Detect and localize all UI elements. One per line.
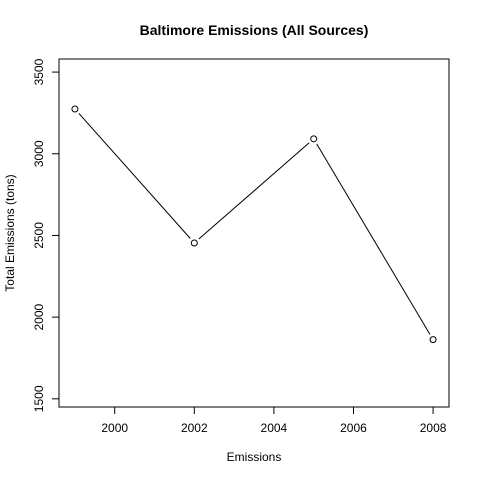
series-line-segment bbox=[78, 113, 191, 239]
y-axis-label: Total Emissions (tons) bbox=[3, 174, 17, 291]
chart-title: Baltimore Emissions (All Sources) bbox=[140, 22, 369, 38]
plot-frame bbox=[58, 58, 450, 408]
y-tick-label: 3500 bbox=[32, 58, 46, 85]
y-tick-label: 2000 bbox=[32, 303, 46, 330]
data-point bbox=[310, 135, 318, 143]
x-tick-label: 2000 bbox=[101, 421, 128, 435]
data-point bbox=[190, 239, 198, 247]
y-tick-label: 1500 bbox=[32, 385, 46, 412]
data-point bbox=[71, 105, 79, 113]
x-axis-label: Emissions bbox=[227, 450, 282, 464]
x-tick-label: 2008 bbox=[420, 421, 447, 435]
y-tick-label: 3000 bbox=[32, 140, 46, 167]
y-tick-label: 2500 bbox=[32, 222, 46, 249]
series-line-segment bbox=[198, 142, 310, 240]
x-tick-label: 2002 bbox=[181, 421, 208, 435]
x-tick-label: 2006 bbox=[340, 421, 367, 435]
x-axis: 2000 2002 2004 2006 2008 bbox=[101, 407, 447, 435]
data-point bbox=[429, 336, 437, 344]
x-tick-label: 2004 bbox=[261, 421, 288, 435]
series-group bbox=[71, 105, 437, 344]
series-line-segment bbox=[316, 143, 431, 335]
y-axis: 1500 2000 2500 3000 3500 bbox=[32, 58, 59, 412]
